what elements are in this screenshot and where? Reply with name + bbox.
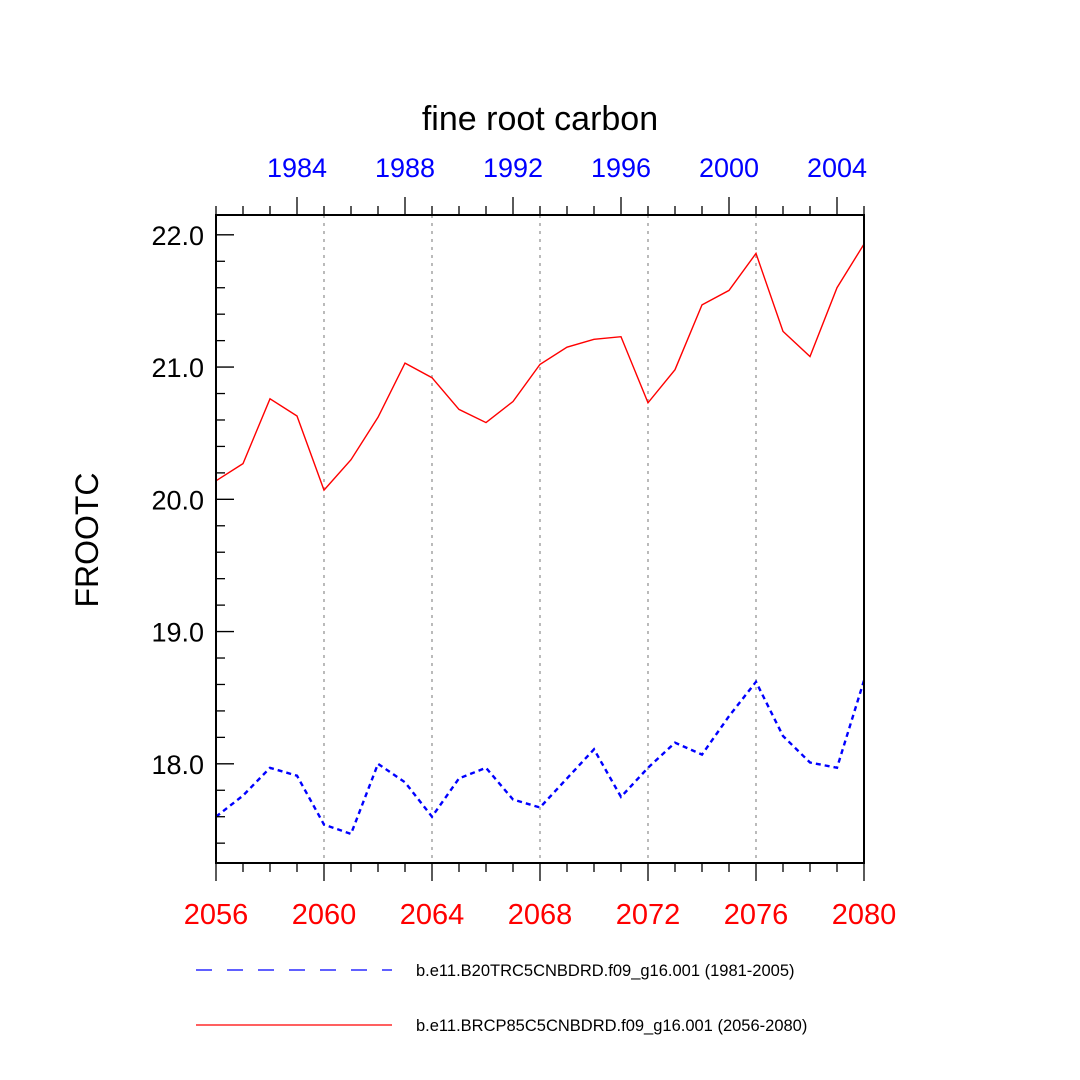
x-top-tick-label: 1988 xyxy=(375,153,435,183)
x-top-tick-label: 2004 xyxy=(807,153,867,183)
legend: b.e11.B20TRC5CNBDRD.f09_g16.001 (1981-20… xyxy=(196,962,807,1035)
x-bottom-tick-label: 2064 xyxy=(400,899,465,931)
x-bottom-tick-label: 2056 xyxy=(184,899,249,931)
series-layer xyxy=(215,243,866,836)
x-bottom-tick-label: 2068 xyxy=(508,899,573,931)
x-top-tick-label: 2000 xyxy=(699,153,759,183)
x-top-tick-label: 1984 xyxy=(267,153,327,183)
x-bottom-tick-label: 2080 xyxy=(832,899,897,931)
y-tick-label: 22.0 xyxy=(151,221,204,251)
y-tick-label: 19.0 xyxy=(151,618,204,648)
chart-title: fine root carbon xyxy=(422,100,658,138)
vertical-gridlines xyxy=(323,215,757,863)
y-axis: 18.0 19.0 20.0 21.0 22.0 xyxy=(151,221,234,844)
x-top-tick-label: 1992 xyxy=(483,153,543,183)
y-tick-label: 18.0 xyxy=(151,750,204,780)
x-bottom-tick-label: 2060 xyxy=(292,899,357,931)
y-axis-label: FROOTC xyxy=(69,472,105,607)
x-bottom-tick-label: 2076 xyxy=(724,899,789,931)
series-line-historical xyxy=(215,679,866,836)
x-axis-top: 1984 1988 1992 1996 2000 2004 xyxy=(215,153,867,215)
y-tick-label: 21.0 xyxy=(151,353,204,383)
x-bottom-tick-label: 2072 xyxy=(616,899,681,931)
x-top-tick-label: 1996 xyxy=(591,153,651,183)
series-line-rcp85 xyxy=(215,243,865,492)
y-tick-label: 20.0 xyxy=(151,485,204,515)
legend-label-historical: b.e11.B20TRC5CNBDRD.f09_g16.001 (1981-20… xyxy=(416,962,795,980)
legend-label-rcp85: b.e11.BRCP85C5CNBDRD.f09_g16.001 (2056-2… xyxy=(416,1017,807,1035)
x-axis-bottom: 2056 2060 2064 2068 2072 2076 2080 xyxy=(184,863,897,931)
